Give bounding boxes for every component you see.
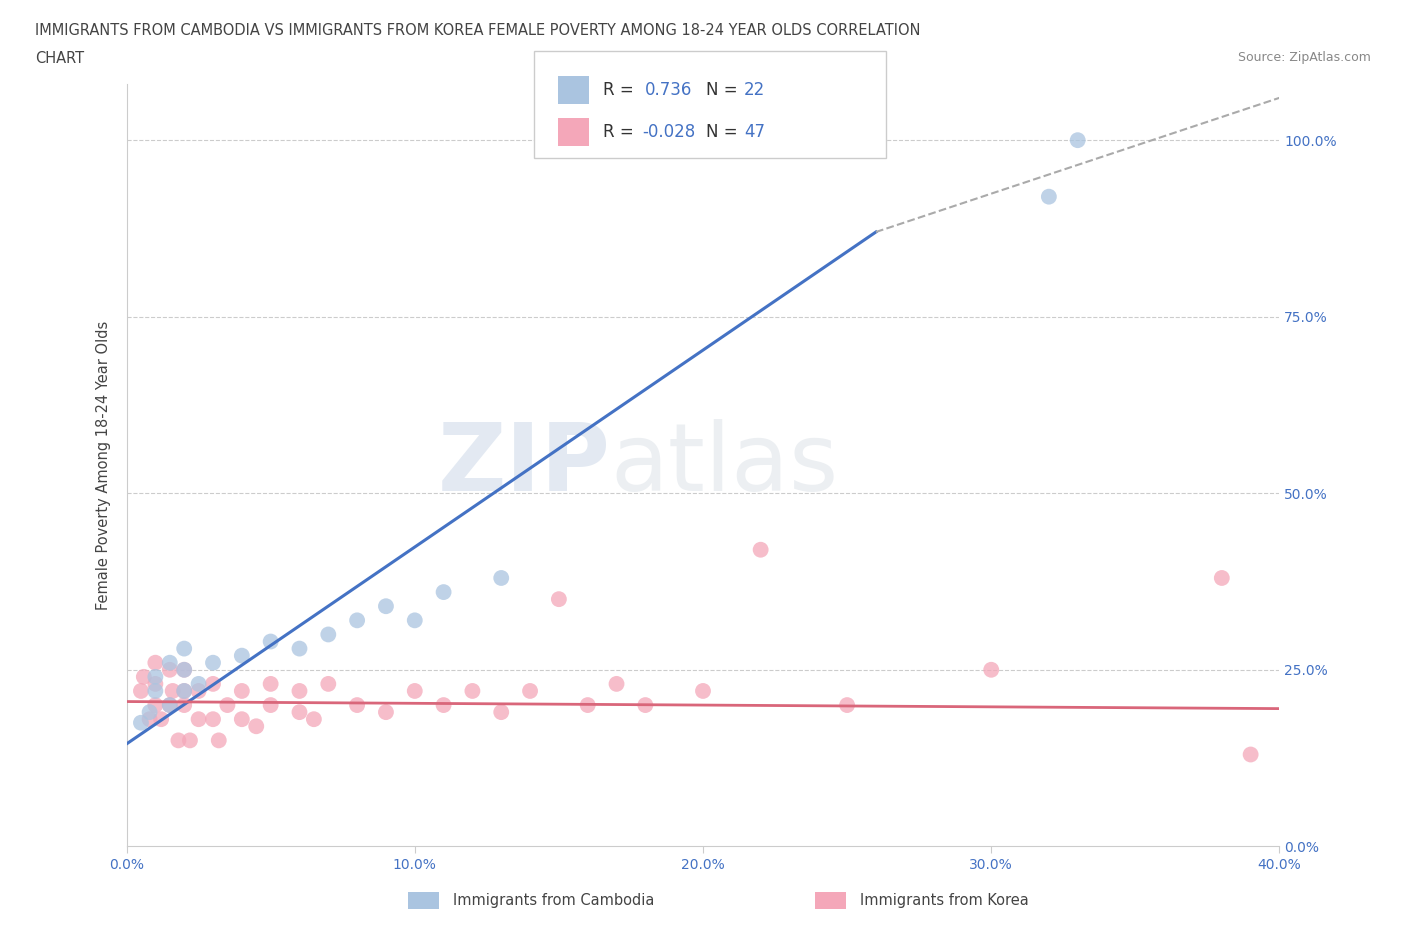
Text: R =: R =: [603, 123, 634, 141]
Point: [489, 705, 512, 720]
Text: IMMIGRANTS FROM CAMBODIA VS IMMIGRANTS FROM KOREA FEMALE POVERTY AMONG 18-24 YEA: IMMIGRANTS FROM CAMBODIA VS IMMIGRANTS F…: [35, 23, 921, 38]
Point: [1067, 133, 1090, 148]
Point: [288, 641, 311, 656]
Point: [132, 670, 155, 684]
Point: [162, 684, 184, 698]
Point: [159, 656, 181, 671]
Point: [245, 719, 267, 734]
Point: [202, 676, 225, 691]
Point: [404, 613, 426, 628]
Point: [202, 656, 225, 671]
Y-axis label: Female Poverty Among 18-24 Year Olds: Female Poverty Among 18-24 Year Olds: [96, 320, 111, 610]
Point: [489, 570, 512, 585]
Point: [1038, 189, 1060, 204]
Point: [138, 711, 160, 726]
Point: [173, 662, 195, 677]
Point: [145, 656, 166, 671]
Text: CHART: CHART: [35, 51, 84, 66]
Point: [202, 711, 225, 726]
Point: [980, 662, 1002, 677]
Point: [208, 733, 231, 748]
Text: ZIP: ZIP: [437, 419, 610, 511]
Point: [159, 662, 181, 677]
Point: [433, 698, 456, 712]
Text: 47: 47: [744, 123, 765, 141]
Point: [187, 676, 209, 691]
Point: [259, 676, 281, 691]
Text: Source: ZipAtlas.com: Source: ZipAtlas.com: [1237, 51, 1371, 64]
Point: [259, 698, 281, 712]
Point: [231, 711, 253, 726]
Text: 22: 22: [744, 81, 765, 99]
Point: [145, 676, 166, 691]
Point: [145, 698, 166, 712]
Point: [145, 670, 166, 684]
Point: [173, 662, 195, 677]
Point: [187, 711, 209, 726]
Point: [318, 676, 340, 691]
Point: [150, 711, 173, 726]
Point: [519, 684, 541, 698]
Point: [231, 684, 253, 698]
Text: 0.736: 0.736: [645, 81, 693, 99]
Text: N =: N =: [706, 123, 737, 141]
Point: [173, 698, 195, 712]
Point: [749, 542, 772, 557]
Point: [187, 684, 209, 698]
Point: [576, 698, 599, 712]
Point: [167, 733, 190, 748]
Point: [217, 698, 239, 712]
Point: [634, 698, 657, 712]
Text: atlas: atlas: [610, 419, 839, 511]
Point: [692, 684, 714, 698]
Point: [159, 698, 181, 712]
Point: [129, 684, 152, 698]
Point: [173, 641, 195, 656]
Point: [318, 627, 340, 642]
Point: [605, 676, 627, 691]
Point: [1211, 570, 1233, 585]
Point: [346, 698, 368, 712]
Point: [138, 705, 160, 720]
Point: [346, 613, 368, 628]
Point: [145, 684, 166, 698]
Point: [461, 684, 484, 698]
Point: [231, 648, 253, 663]
Point: [173, 684, 195, 698]
Point: [129, 715, 152, 730]
Point: [433, 585, 456, 600]
Point: [288, 684, 311, 698]
Point: [302, 711, 325, 726]
Text: R =: R =: [603, 81, 634, 99]
Point: [374, 599, 398, 614]
Point: [1240, 747, 1263, 762]
Point: [835, 698, 858, 712]
Point: [179, 733, 201, 748]
Point: [548, 591, 571, 606]
Point: [374, 705, 398, 720]
Text: N =: N =: [706, 81, 737, 99]
Text: Immigrants from Korea: Immigrants from Korea: [860, 893, 1029, 908]
Point: [173, 684, 195, 698]
Point: [159, 698, 181, 712]
Text: -0.028: -0.028: [643, 123, 696, 141]
Point: [404, 684, 426, 698]
Point: [259, 634, 281, 649]
Text: Immigrants from Cambodia: Immigrants from Cambodia: [453, 893, 654, 908]
Point: [288, 705, 311, 720]
